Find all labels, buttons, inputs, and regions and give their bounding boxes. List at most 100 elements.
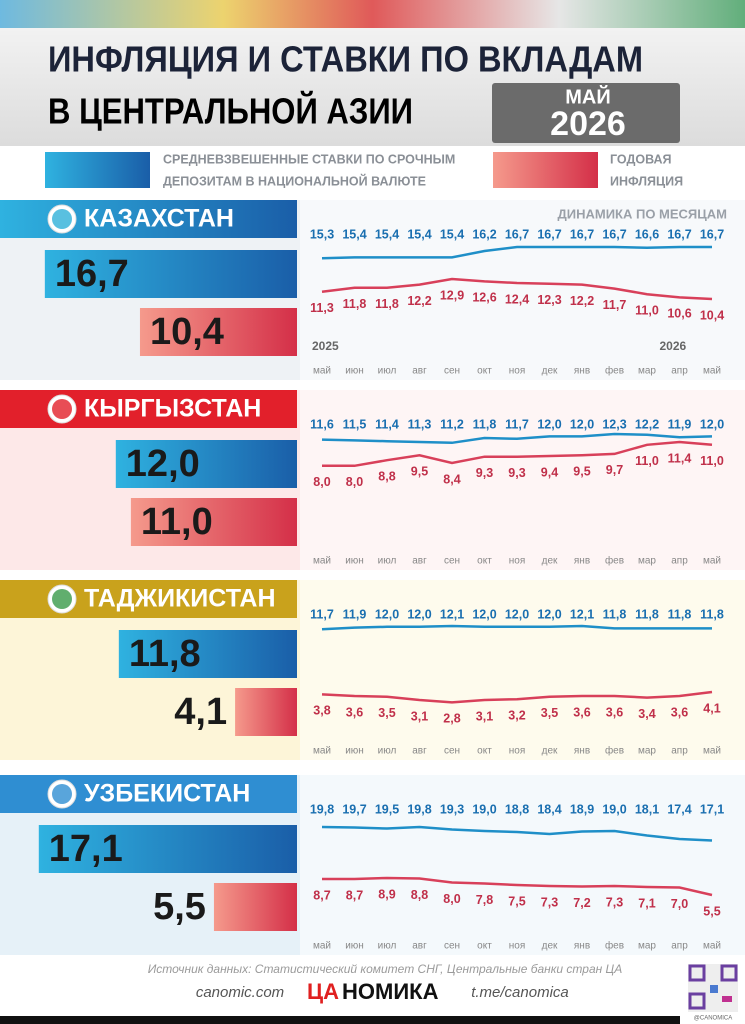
inflation-bar	[235, 688, 297, 736]
inflation-label: 12,2	[407, 294, 431, 308]
month-label: окт	[477, 556, 492, 567]
month-label: май	[703, 941, 721, 952]
month-label: апр	[671, 941, 688, 952]
deposit-label: 12,0	[537, 417, 561, 431]
inflation-label: 8,0	[313, 475, 330, 489]
month-label: ноя	[509, 941, 526, 952]
deposit-label: 19,5	[375, 802, 399, 816]
inflation-label: 12,6	[472, 291, 496, 305]
deposit-label: 11,8	[668, 607, 692, 621]
month-label: фев	[605, 745, 624, 757]
deposit-line	[321, 245, 712, 260]
flag	[52, 589, 72, 609]
inflation-label: 7,3	[606, 895, 623, 909]
deposit-label: 16,7	[537, 227, 561, 241]
title: В ЦЕНТРАЛЬНОЙ АЗИИ	[48, 90, 413, 132]
deposit-label: 11,8	[635, 607, 659, 621]
deposit-label: 12,0	[407, 607, 431, 621]
inflation-label: 3,6	[346, 705, 363, 719]
deposit-label: 16,7	[700, 227, 724, 241]
inflation-bar	[130, 498, 297, 546]
inflation-label: 3,6	[671, 705, 688, 719]
chart-panel	[300, 580, 745, 760]
deposit-label: 18,8	[505, 802, 529, 816]
deposit-label: 18,9	[570, 802, 594, 816]
inflation-line	[322, 876, 713, 897]
deposit-label: 11,5	[343, 417, 367, 431]
month-label: янв	[574, 366, 590, 377]
deposit-label: 19,8	[310, 802, 334, 816]
month-label: авг	[412, 941, 427, 952]
deposit-label: 15,4	[375, 227, 399, 241]
deposit-label: 17,1	[700, 802, 724, 816]
bottom-strip	[0, 1016, 680, 1024]
inflation-label: 8,0	[443, 892, 460, 906]
month-label: дек	[542, 746, 558, 757]
deposit-label: 12,0	[570, 417, 594, 431]
title: ИНФЛЯЦИЯ И СТАВКИ ПО ВКЛАДАМ	[48, 39, 643, 80]
legend-text: ИНФЛЯЦИЯ	[610, 174, 683, 188]
month-label: фев	[605, 940, 624, 952]
deposit-label: 11,6	[310, 417, 334, 431]
source: Источник данных: Статистический комитет …	[148, 962, 623, 976]
month-label: ноя	[509, 366, 526, 377]
deposit-label: 11,7	[505, 417, 529, 431]
deposit-label: 12,0	[537, 607, 561, 621]
inflation-label: 11,3	[310, 301, 334, 315]
handle: @CANOMICA	[694, 1016, 732, 1022]
deposit-label: 12,0	[505, 607, 529, 621]
bar-value: 12,0	[126, 443, 200, 485]
inflation-label: 11,4	[668, 451, 692, 465]
inflation-label: 12,4	[505, 292, 529, 306]
month-label: дек	[542, 941, 558, 952]
inflation-label: 5,5	[703, 904, 720, 918]
inflation-label: 3,1	[411, 709, 428, 723]
deposit-label: 11,9	[343, 607, 367, 621]
telegram: t.me/canomica	[471, 984, 569, 1001]
badge-month: МАЙ	[565, 84, 610, 108]
month-label: апр	[671, 366, 688, 377]
inflation-label: 3,1	[476, 709, 493, 723]
inflation-bar	[213, 883, 297, 931]
chart-caption: ДИНАМИКА ПО МЕСЯЦАМ	[557, 206, 727, 221]
inflation-label: 7,5	[508, 894, 525, 908]
inflation-label: 9,4	[541, 465, 558, 479]
flag-strip	[0, 0, 745, 28]
inflation-label: 11,0	[635, 303, 659, 317]
deposit-bar	[115, 440, 297, 488]
deposit-label: 16,7	[505, 227, 529, 241]
month-label: июл	[378, 941, 397, 952]
inflation-label: 9,7	[606, 463, 623, 477]
month-label: янв	[574, 746, 590, 757]
month-label: апр	[671, 746, 688, 757]
deposit-label: 12,1	[570, 607, 594, 621]
deposit-label: 15,3	[310, 227, 334, 241]
flag	[52, 209, 72, 229]
deposit-label: 11,7	[310, 607, 334, 621]
inflation-label: 3,6	[606, 705, 623, 719]
inflation-label: 3,2	[508, 708, 525, 722]
legend-text: ГОДОВАЯ	[610, 152, 672, 166]
year-label: 2025	[312, 339, 339, 353]
deposit-label: 11,4	[375, 417, 399, 431]
deposit-label: 12,2	[635, 417, 659, 431]
deposit-label: 11,8	[700, 607, 724, 621]
month-label: сен	[444, 941, 460, 952]
inflation-label: 3,5	[378, 706, 395, 720]
month-label: янв	[574, 941, 590, 952]
legend-text: СРЕДНЕВЗВЕШЕННЫЕ СТАВКИ ПО СРОЧНЫМ	[163, 152, 455, 166]
month-label: июл	[378, 556, 397, 567]
month-label: мар	[638, 556, 656, 567]
bar-value: 10,4	[150, 311, 224, 353]
month-label: ноя	[509, 556, 526, 567]
deposit-label: 18,1	[635, 802, 659, 816]
inflation-label: 9,3	[476, 466, 493, 480]
country-name: КАЗАХСТАН	[84, 205, 234, 233]
deposit-label: 16,2	[472, 227, 496, 241]
deposit-label: 12,3	[602, 417, 626, 431]
inflation-label: 11,7	[603, 298, 627, 312]
inflation-label: 7,2	[573, 896, 590, 910]
month-label: май	[703, 366, 721, 377]
inflation-label: 8,0	[346, 475, 363, 489]
inflation-label: 12,9	[440, 288, 464, 302]
